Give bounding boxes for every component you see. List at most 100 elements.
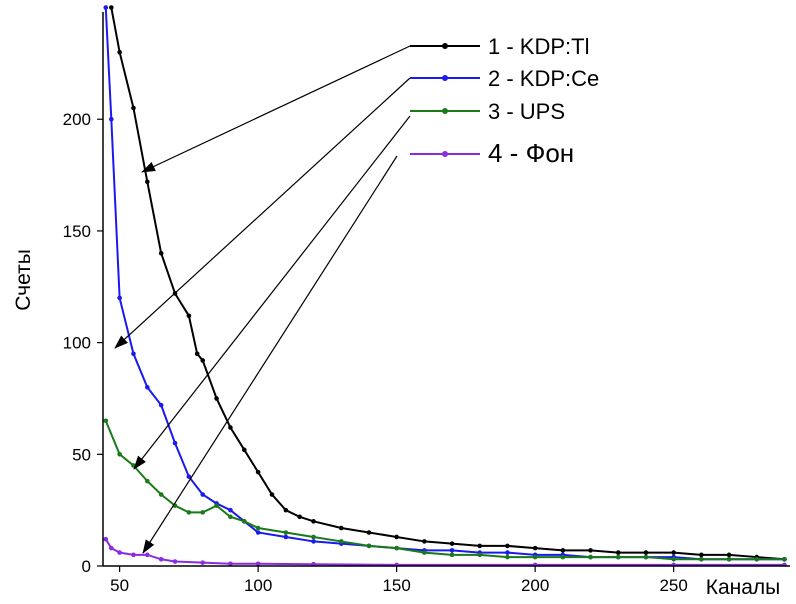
legend-label: 2 - KDP:Ce: [488, 66, 599, 91]
series-line: [104, 7, 785, 561]
y-tick-label: 100: [63, 334, 91, 353]
x-tick-label: 150: [382, 576, 410, 595]
data-point: [782, 562, 787, 566]
data-point: [131, 351, 136, 357]
data-point: [297, 514, 302, 520]
data-point: [145, 552, 150, 558]
data-point: [588, 554, 593, 560]
legend-entry: 3 - UPS: [410, 99, 565, 124]
y-tick-label: 150: [63, 222, 91, 241]
legend-pointer-arrow: [142, 155, 398, 554]
data-point: [311, 519, 316, 524]
data-point: [615, 554, 621, 560]
data-point: [103, 418, 109, 424]
data-point: [200, 492, 206, 497]
data-point: [588, 548, 593, 553]
data-point: [158, 492, 164, 497]
data-point: [200, 358, 206, 363]
data-point: [172, 440, 178, 446]
legend-label: 4 - Фон: [488, 138, 574, 168]
data-point: [532, 562, 538, 566]
legend-swatch-marker: [442, 43, 448, 49]
data-point: [366, 543, 372, 549]
series-line: [104, 420, 785, 561]
legend-swatch-marker: [442, 151, 448, 157]
series-4: [103, 536, 787, 566]
data-point: [241, 519, 247, 524]
data-point: [283, 530, 289, 535]
data-point: [158, 402, 164, 408]
data-point: [532, 554, 538, 560]
data-point: [754, 556, 760, 562]
data-point: [422, 550, 427, 555]
data-point: [394, 534, 399, 540]
data-point: [449, 541, 455, 546]
legend-label: 1 - KDP:Tl: [488, 34, 589, 59]
data-point: [505, 543, 510, 549]
data-point: [671, 556, 676, 562]
legend-entry: 4 - Фон: [410, 138, 574, 168]
series-layer: [103, 5, 787, 566]
data-point: [117, 295, 122, 301]
data-point: [726, 556, 732, 562]
legend-label: 3 - UPS: [488, 99, 565, 124]
data-point: [560, 554, 566, 560]
data-point: [214, 396, 219, 401]
data-point: [283, 534, 289, 540]
data-point: [145, 384, 150, 390]
x-axis-title: Каналы: [706, 576, 781, 599]
tick-layer: 50 100 150 200 250 0 50 100 150 200: [63, 110, 688, 595]
data-point: [145, 179, 150, 185]
data-point: [477, 552, 483, 558]
data-point: [158, 556, 164, 562]
data-point: [131, 552, 136, 558]
data-point: [228, 425, 233, 430]
data-point: [726, 552, 732, 558]
data-point: [214, 503, 219, 508]
data-point: [103, 536, 109, 542]
legend-pointer-arrow: [114, 77, 411, 349]
data-point: [283, 507, 289, 513]
legend-swatch-marker: [442, 108, 448, 114]
data-point: [228, 507, 233, 513]
data-point: [560, 548, 566, 553]
data-point: [158, 250, 164, 256]
y-tick-label: 50: [72, 445, 91, 464]
data-point: [449, 548, 455, 553]
data-point: [109, 545, 114, 551]
x-tick-label: 100: [244, 576, 272, 595]
legend-swatch-marker: [442, 75, 448, 81]
data-point: [117, 452, 122, 457]
data-point: [241, 447, 247, 453]
data-point: [103, 5, 109, 10]
data-point: [477, 543, 483, 549]
x-tick-label: 250: [659, 576, 687, 595]
data-point: [366, 530, 372, 535]
data-point: [255, 561, 261, 566]
legend-entry: 1 - KDP:Tl: [410, 34, 589, 59]
data-point: [172, 559, 178, 564]
legend-pointer-arrow: [133, 115, 411, 470]
x-tick-label: 50: [110, 576, 129, 595]
data-point: [394, 545, 399, 551]
data-point: [255, 469, 261, 475]
data-point: [782, 556, 787, 562]
legend-entry: 2 - KDP:Ce: [410, 66, 599, 91]
data-point: [200, 560, 206, 565]
data-point: [643, 554, 649, 560]
data-point: [311, 539, 316, 544]
data-point: [228, 561, 233, 566]
x-tick-label: 200: [521, 576, 549, 595]
series-line: [110, 7, 785, 561]
legend: 1 - KDP:Tl 2 - KDP:Ce 3 - UPS 4 - Фон: [410, 34, 599, 168]
y-tick-label: 0: [82, 557, 91, 576]
legend-pointer-arrows: [114, 45, 411, 554]
data-point: [109, 5, 114, 10]
data-point: [311, 561, 316, 566]
data-point: [228, 514, 233, 520]
data-point: [117, 49, 122, 55]
series-1: [109, 5, 787, 562]
data-point: [671, 550, 676, 555]
data-point: [145, 478, 150, 484]
